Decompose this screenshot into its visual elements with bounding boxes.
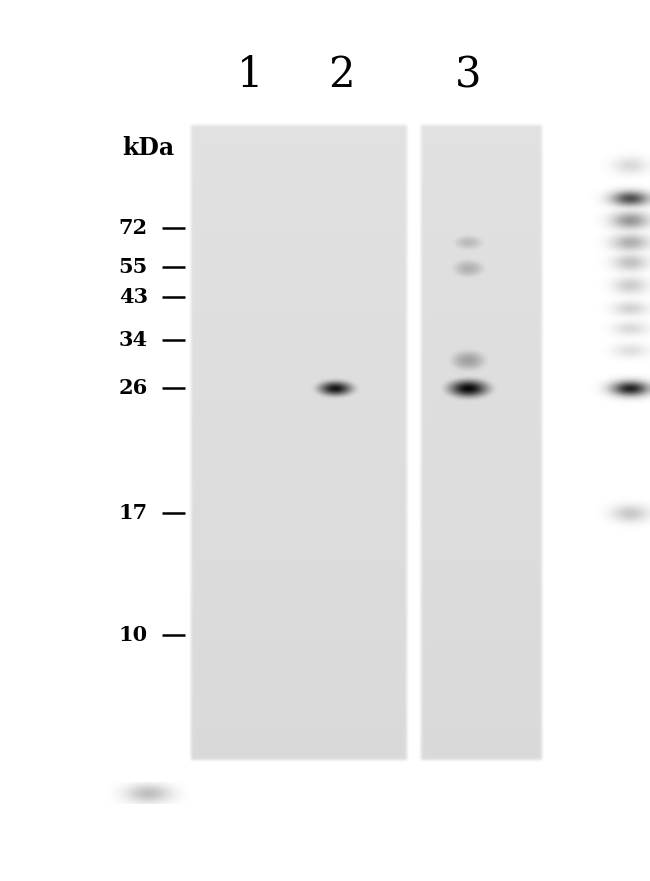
Text: 10: 10 (119, 625, 148, 645)
Text: 55: 55 (119, 257, 148, 277)
Text: 3: 3 (455, 54, 481, 96)
Text: 72: 72 (119, 218, 148, 238)
Text: 1: 1 (237, 54, 263, 96)
Text: 17: 17 (119, 503, 148, 523)
Text: 2: 2 (328, 54, 354, 96)
Text: 26: 26 (119, 378, 148, 398)
Text: 43: 43 (119, 287, 148, 307)
Text: kDa: kDa (122, 136, 174, 160)
Text: 34: 34 (119, 330, 148, 350)
